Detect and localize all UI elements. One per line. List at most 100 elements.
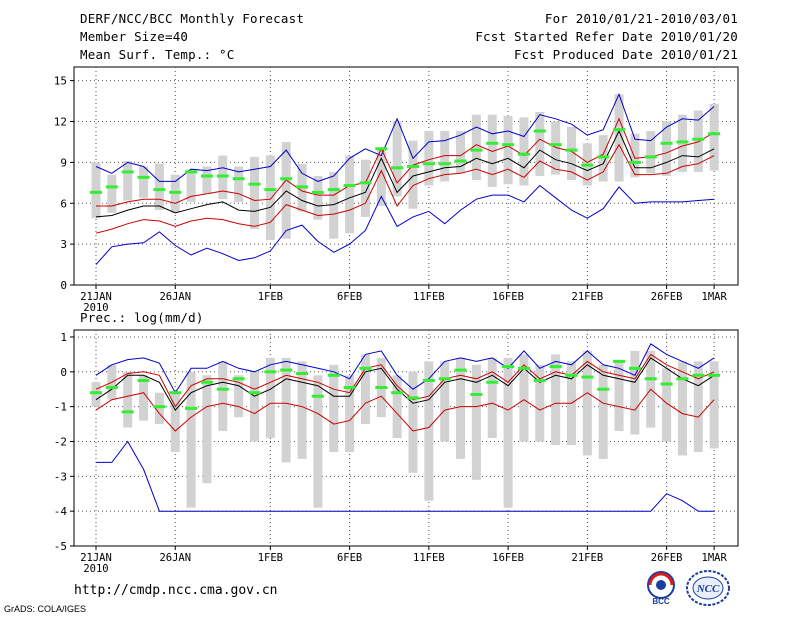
forecast-period: For 2010/01/21-2010/03/01 [544, 11, 738, 26]
ensemble-range-box [250, 156, 259, 230]
ensemble-range-box [456, 357, 466, 459]
median-marker [311, 394, 324, 398]
ensemble-range-box [471, 114, 481, 181]
median-marker [517, 366, 530, 370]
precip-panel-title: Prec.: log(mm/d) [80, 310, 204, 325]
median-marker [200, 174, 213, 178]
y-tick-label: -1 [54, 401, 67, 414]
ensemble-range-box [281, 141, 291, 239]
ensemble-range-box [693, 361, 703, 452]
ensemble-range-box [345, 155, 355, 234]
ensemble-range-box [234, 166, 244, 202]
median-marker [343, 385, 356, 389]
ensemble-range-box [170, 392, 180, 452]
y-tick-label: 3 [60, 238, 67, 251]
y-tick-label: 0 [60, 279, 67, 292]
ensemble-range-box [519, 354, 529, 442]
ensemble-range-box [709, 103, 719, 171]
ensemble-range-box [265, 357, 275, 438]
median-marker [565, 148, 578, 152]
x-tick-label: 1FEB [258, 291, 283, 303]
median-marker [517, 152, 530, 156]
median-marker [343, 184, 356, 188]
ensemble-range-box [281, 357, 291, 463]
y-tick-label: 12 [54, 116, 67, 129]
series-line-lower [95, 143, 715, 234]
member-size-label: Member Size=40 [80, 29, 189, 44]
y-tick-label: 6 [60, 197, 67, 210]
ensemble-range-box [456, 131, 466, 174]
ensemble-range-box [154, 392, 164, 425]
median-marker [248, 391, 261, 395]
median-marker [296, 185, 309, 189]
median-marker [185, 170, 198, 174]
median-marker [581, 375, 594, 379]
bcc-logo: BCC [647, 571, 675, 606]
median-marker [533, 379, 546, 383]
median-marker [502, 143, 515, 147]
variable-label: Mean Surf. Temp.: °C [80, 47, 235, 62]
median-marker [153, 405, 166, 409]
ensemble-range-box [424, 361, 434, 501]
median-marker [248, 182, 261, 186]
median-marker [280, 368, 293, 372]
y-tick-label: -2 [54, 435, 67, 448]
ensemble-range-box [265, 155, 275, 241]
median-marker [137, 175, 150, 179]
ensemble-range-box [662, 368, 672, 442]
series-line-min [96, 440, 715, 512]
median-marker [264, 370, 277, 374]
x-tick-year-label: 2010 [83, 302, 108, 314]
median-marker [708, 132, 721, 136]
ensemble-range-box [598, 364, 608, 459]
x-tick-label: 1FEB [258, 552, 283, 564]
x-tick-label: 21JAN [80, 552, 112, 564]
ensemble-range-box [677, 361, 687, 456]
median-marker [676, 140, 689, 144]
y-tick-label: 0 [60, 366, 67, 379]
ensemble-range-box [107, 174, 117, 213]
y-tick-label: 15 [54, 75, 67, 88]
median-marker [486, 380, 499, 384]
median-marker [613, 128, 626, 132]
ensemble-range-box [440, 361, 450, 442]
ensemble-range-box [709, 361, 719, 449]
ensemble-range-box [250, 371, 259, 442]
median-marker [454, 368, 467, 372]
chart-title: DERF/NCC/BCC Monthly Forecast [80, 11, 305, 26]
median-marker [470, 392, 483, 396]
median-marker [549, 365, 562, 369]
median-marker [121, 410, 134, 414]
ensemble-range-box [91, 382, 101, 407]
series-line-upper [95, 353, 715, 408]
ensemble-range-box [471, 364, 481, 480]
ensemble-range-box [614, 361, 624, 432]
median-marker [628, 160, 641, 164]
median-marker [407, 164, 419, 168]
median-marker [644, 377, 657, 381]
series-line-mean [95, 129, 715, 218]
ensemble-range-box [360, 159, 370, 217]
ensemble-range-box [313, 375, 323, 508]
ensemble-range-box [551, 354, 561, 445]
median-marker [549, 143, 562, 147]
median-marker [676, 377, 689, 381]
median-marker [216, 174, 229, 178]
median-marker [581, 163, 594, 167]
ensemble-range-box [519, 117, 529, 186]
median-marker [708, 373, 721, 377]
ensemble-range-box [202, 166, 212, 194]
forecast-produced-date: Fcst Produced Date 2010/01/21 [513, 47, 738, 62]
x-tick-label: 21FEB [572, 291, 604, 303]
ensemble-range-box [392, 121, 402, 197]
median-marker [375, 147, 388, 151]
series-line-max [95, 92, 715, 182]
source-url[interactable]: http://cmdp.ncc.cma.gov.cn [74, 583, 278, 598]
ncc-logo: NCC [686, 570, 730, 606]
series-line-max [95, 343, 715, 394]
ensemble-range-box [360, 354, 370, 425]
x-tick-label: 11FEB [413, 552, 445, 564]
median-marker [280, 177, 293, 181]
ensemble-range-box [91, 162, 101, 219]
